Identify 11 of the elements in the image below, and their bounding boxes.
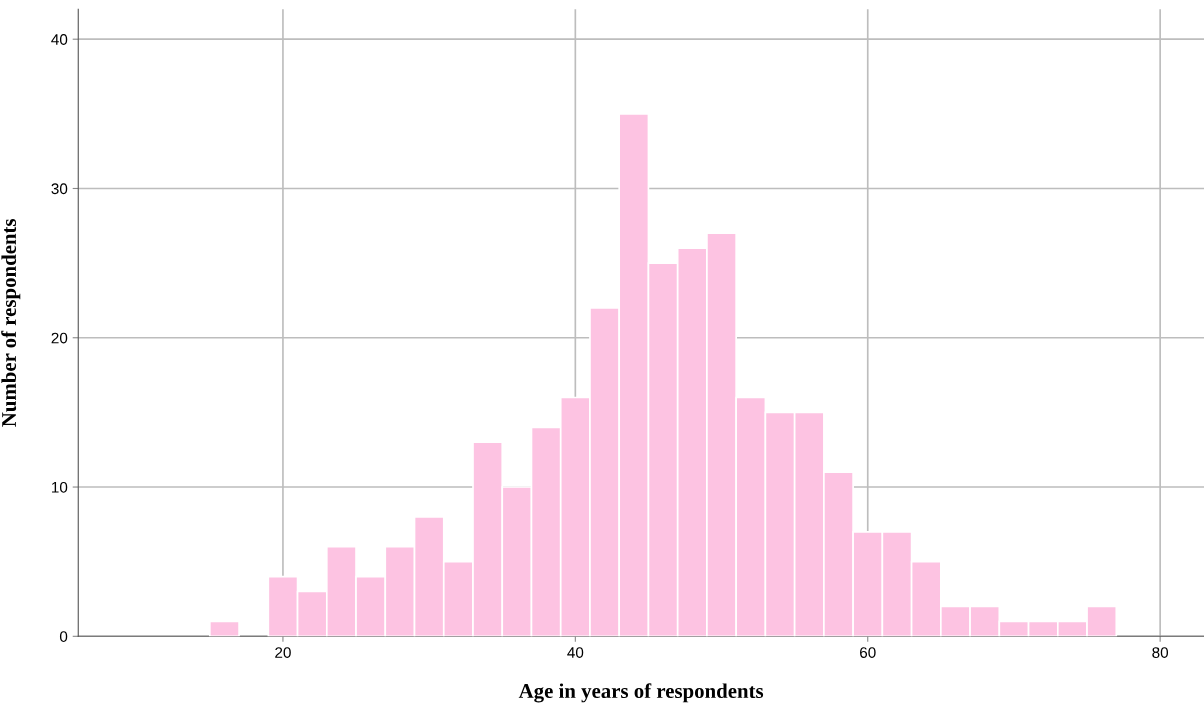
y-tick-label: 40 [51, 34, 68, 45]
x-tick-label: 20 [275, 647, 291, 658]
x-tick-label: 80 [1152, 647, 1169, 658]
y-tick-label: 0 [59, 631, 68, 642]
y-axis-title: Number of respondents [1, 218, 21, 427]
y-tick-label: 20 [51, 332, 68, 344]
y-tick-label: 10 [52, 481, 68, 493]
y-tick-label: 30 [51, 183, 68, 195]
x-tick-label: 40 [567, 647, 584, 658]
x-tick-label: 60 [860, 647, 876, 658]
x-axis-title: Age in years of respondents [518, 683, 764, 703]
